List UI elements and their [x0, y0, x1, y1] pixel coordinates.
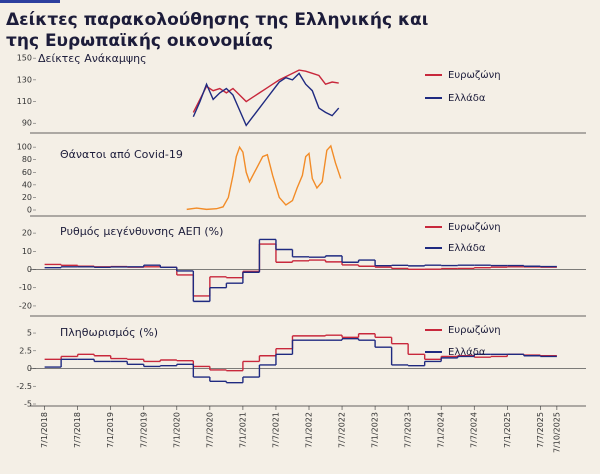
- y-tick-label: 2.5: [19, 346, 32, 355]
- x-tick-label: 7/7/2025: [536, 412, 545, 448]
- y-tick-label: 40: [22, 180, 32, 189]
- y-tick-label: 20: [22, 193, 32, 202]
- x-tick-label: 7/10/2025: [552, 412, 561, 453]
- panel-title: Πληθωρισμός (%): [60, 326, 158, 339]
- x-tick-label: 7/7/2022: [338, 412, 347, 448]
- x-tick-label: 7/1/2018: [40, 412, 49, 448]
- y-tick-label: -20: [19, 301, 32, 310]
- series-line: [186, 144, 342, 211]
- chart-title: Δείκτες παρακολούθησης της Ελληνικής και: [6, 10, 428, 30]
- x-tick-label: 7/1/2020: [172, 412, 181, 448]
- panel-title: Ρυθμός μεγένθυνσης ΑΕΠ (%): [60, 225, 223, 238]
- x-tick-label: 7/1/2023: [371, 412, 380, 448]
- legend-label: Ευρωζώνη: [448, 221, 501, 233]
- x-tick-label: 7/1/2022: [305, 412, 314, 448]
- legend-label: Ελλάδα: [448, 92, 486, 104]
- series-line: [192, 69, 339, 113]
- y-tick-label: 90: [22, 119, 32, 128]
- x-tick-label: 7/7/2021: [271, 412, 280, 448]
- legend-label: Ελλάδα: [448, 242, 486, 254]
- x-tick-label: 7/1/2019: [106, 412, 115, 448]
- y-tick-label: 60: [22, 168, 32, 177]
- legend-label: Ελλάδα: [448, 346, 486, 358]
- x-tick-label: 7/7/2020: [205, 412, 214, 448]
- y-tick-label: -5: [24, 400, 32, 409]
- y-tick-label: 80: [22, 155, 32, 164]
- legend-label: Ευρωζώνη: [448, 324, 501, 336]
- x-tick-label: 7/7/2023: [404, 412, 413, 448]
- x-tick-label: 7/7/2019: [139, 412, 148, 448]
- panel-title: Θάνατοι από Covid-19: [60, 148, 183, 161]
- chart-title: της Ευρωπαϊκής οικονομίας: [6, 31, 273, 51]
- x-tick-label: 7/7/2018: [73, 412, 82, 448]
- y-tick-label: -10: [19, 283, 32, 292]
- legend-label: Ευρωζώνη: [448, 69, 501, 81]
- y-tick-label: 0: [27, 206, 32, 215]
- y-tick-label: 10: [22, 247, 32, 256]
- x-tick-label: 7/1/2025: [503, 412, 512, 448]
- y-tick-label: 150: [17, 54, 32, 63]
- y-tick-label: -2.5: [16, 382, 32, 391]
- y-tick-label: 130: [17, 75, 32, 84]
- x-tick-label: 7/7/2024: [470, 412, 479, 448]
- y-tick-label: 0: [27, 364, 32, 373]
- y-tick-label: 110: [17, 97, 32, 106]
- y-tick-label: 5: [27, 329, 32, 338]
- accent-bar: [0, 0, 60, 3]
- panel-title: Δείκτες Ανάκαμψης: [38, 52, 147, 65]
- y-tick-label: 100: [17, 143, 32, 152]
- series-line: [192, 72, 340, 127]
- y-tick-label: 20: [22, 229, 32, 238]
- x-tick-label: 7/1/2024: [437, 412, 446, 448]
- y-tick-label: 0: [27, 265, 32, 274]
- x-tick-label: 7/1/2021: [238, 412, 247, 448]
